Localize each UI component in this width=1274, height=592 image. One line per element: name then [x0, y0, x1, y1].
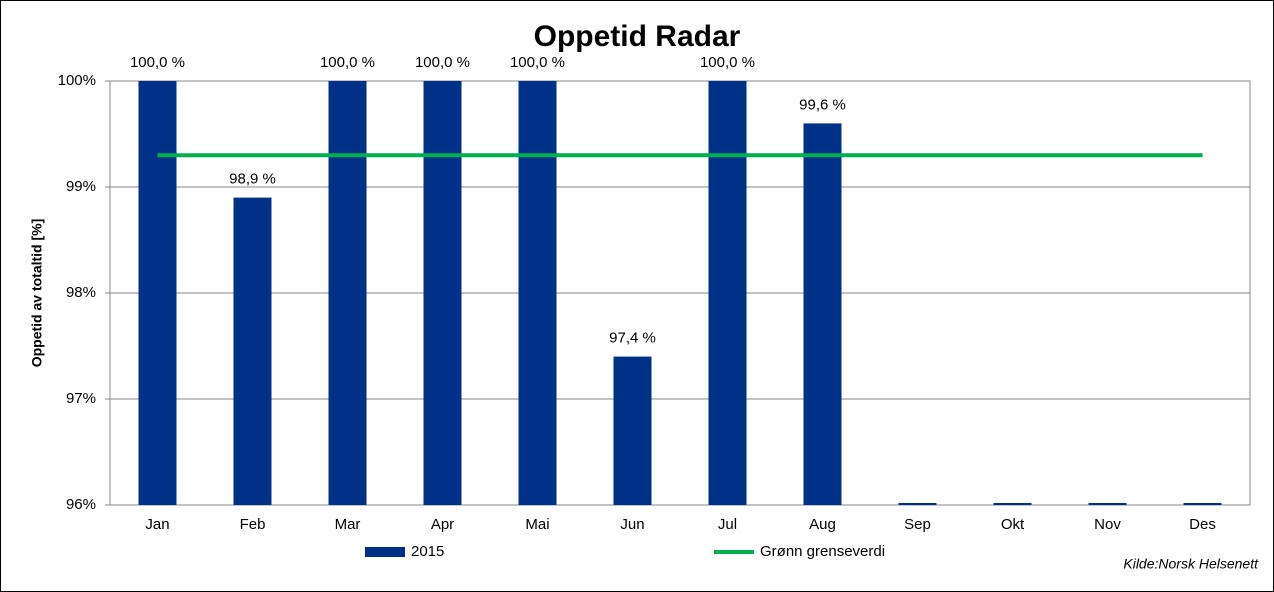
y-tick-label: 98%: [66, 284, 96, 301]
bar: [993, 503, 1032, 505]
bar: [708, 81, 747, 505]
x-tick-label: Okt: [1001, 516, 1025, 533]
chart-title: Oppetid Radar: [534, 20, 741, 53]
data-label: 100,0 %: [700, 54, 755, 71]
x-tick-label: Nov: [1094, 516, 1121, 533]
x-tick-label: Jan: [145, 516, 169, 533]
data-label: 100,0 %: [130, 54, 185, 71]
data-label: 98,9 %: [229, 171, 276, 188]
y-tick-label: 99%: [66, 178, 96, 195]
data-label: 100,0 %: [320, 54, 375, 71]
bar: [898, 503, 937, 505]
bar: [613, 356, 652, 505]
bar: [1183, 503, 1222, 505]
legend-swatch: [365, 547, 405, 557]
x-tick-label: Jul: [718, 516, 737, 533]
x-tick-label: Mai: [525, 516, 549, 533]
data-label: 97,4 %: [609, 330, 656, 347]
bar: [138, 81, 177, 505]
x-tick-label: Apr: [431, 516, 454, 533]
bar: [423, 81, 462, 505]
bar: [1088, 503, 1127, 505]
data-label: 100,0 %: [510, 54, 565, 71]
x-tick-label: Sep: [904, 516, 931, 533]
x-tick-label: Jun: [620, 516, 644, 533]
data-label: 99,6 %: [799, 96, 846, 113]
x-tick-label: Feb: [240, 516, 266, 533]
legend-label: Grønn grenseverdi: [760, 543, 885, 560]
source: Kilde:Norsk Helsenett: [1123, 556, 1259, 572]
x-tick-label: Mar: [335, 516, 361, 533]
y-axis-label: Oppetid av totaltid [%]: [29, 219, 45, 368]
bar: [328, 81, 367, 505]
x-tick-label: Aug: [809, 516, 836, 533]
y-tick-label: 97%: [66, 390, 96, 407]
bar: [233, 197, 272, 505]
y-tick-label: 100%: [58, 72, 96, 89]
data-label: 100,0 %: [415, 54, 470, 71]
bar: [518, 81, 557, 505]
bar: [803, 123, 842, 506]
legend-label: 2015: [411, 543, 444, 560]
y-tick-label: 96%: [66, 496, 96, 513]
x-tick-label: Des: [1189, 516, 1216, 533]
